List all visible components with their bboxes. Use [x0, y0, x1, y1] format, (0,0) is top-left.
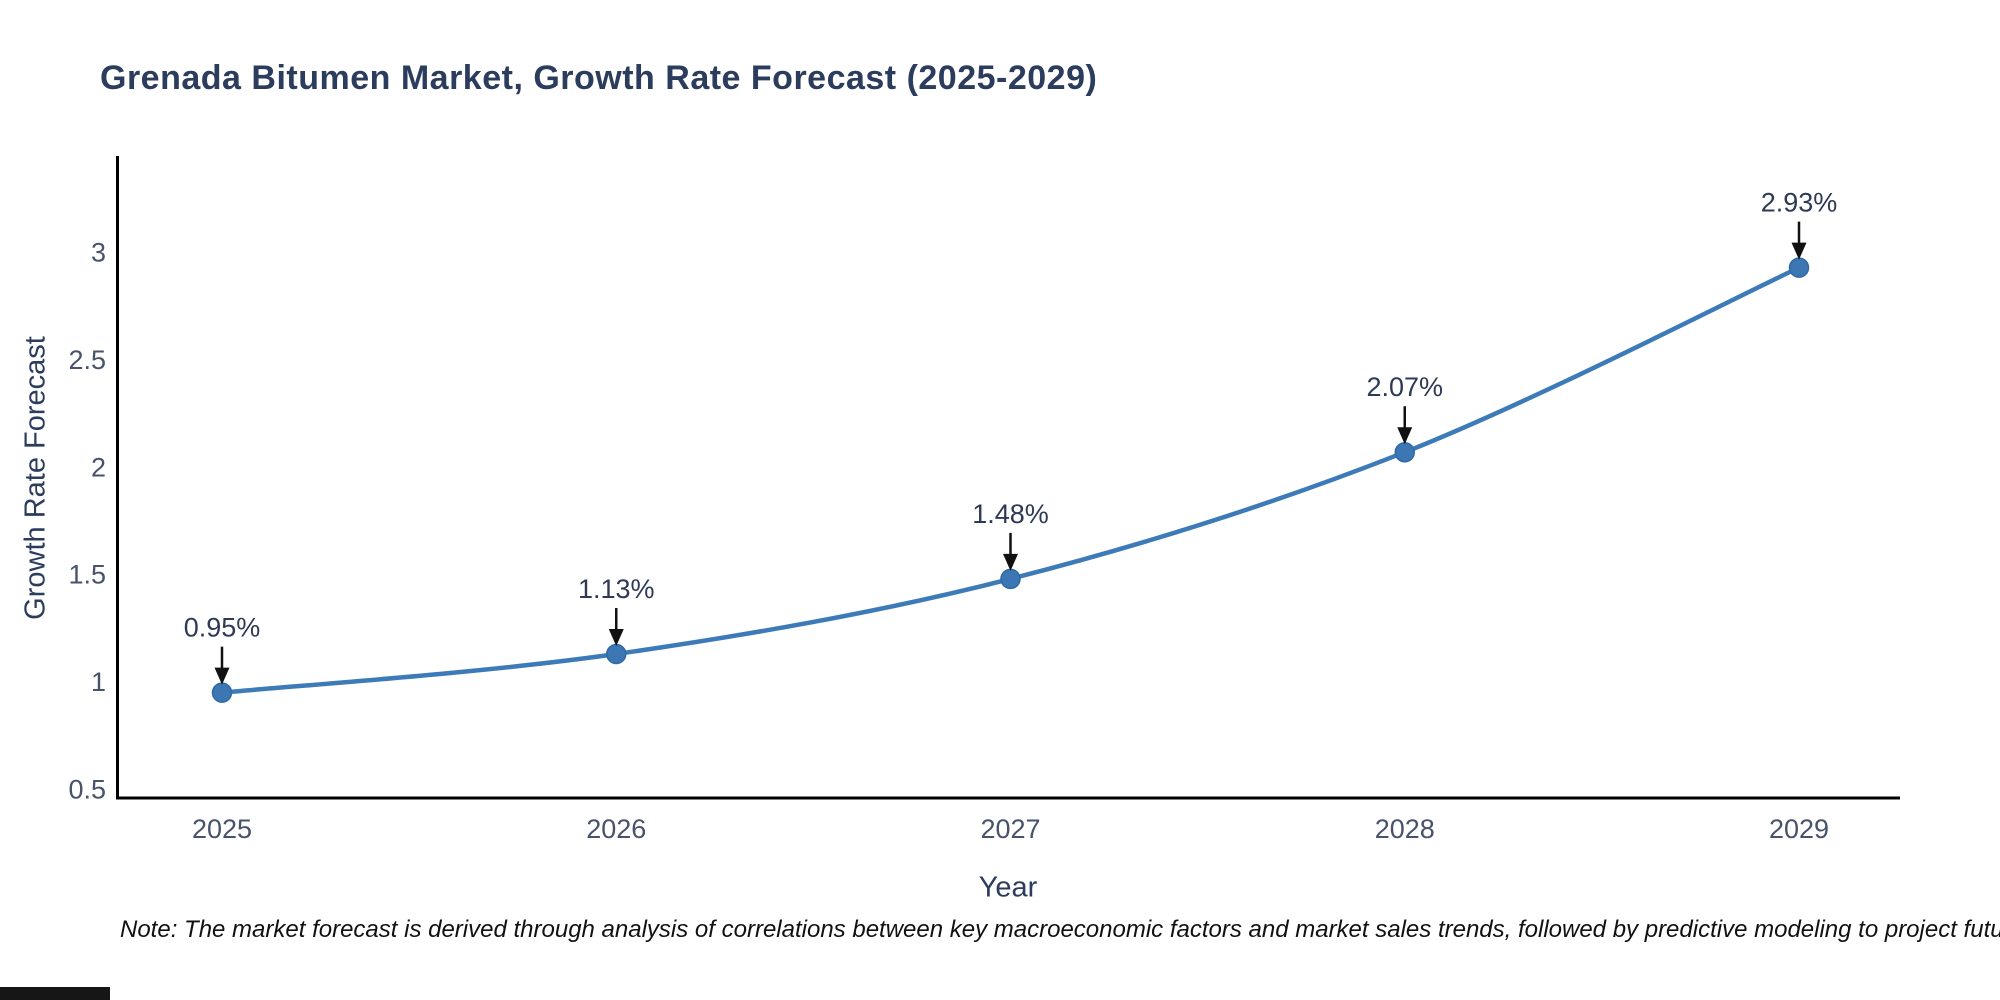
chart-title: Grenada Bitumen Market, Growth Rate Fore…	[100, 58, 1098, 97]
data-point-marker[interactable]	[606, 643, 627, 665]
series-line	[219, 265, 1802, 695]
footnote: Note: The market forecast is derived thr…	[120, 916, 2000, 943]
data-point-marker[interactable]	[1788, 257, 1810, 278]
bottom-left-strip	[0, 987, 110, 1000]
x-tick-label: 2025	[192, 814, 252, 844]
y-tick-label: 2	[91, 452, 106, 482]
annotation-arrow-head	[608, 629, 624, 647]
y-tick-label: 1.5	[68, 560, 106, 590]
y-tick-label: 3	[91, 238, 106, 268]
data-point-label: 2.93%	[1761, 188, 1838, 218]
data-point-marker[interactable]	[1394, 441, 1415, 463]
x-tick-label: 2029	[1769, 814, 1829, 844]
x-tick-label: 2028	[1375, 814, 1435, 844]
data-point-marker[interactable]	[1000, 568, 1021, 590]
annotation-arrow-head	[1397, 427, 1413, 445]
data-point-label: 2.07%	[1366, 372, 1443, 402]
x-axis-title: Year	[978, 871, 1038, 904]
data-point-label: 1.13%	[578, 574, 655, 604]
annotation-arrow-head	[214, 667, 230, 685]
data-point-label: 0.95%	[184, 613, 261, 643]
y-tick-label: 2.5	[68, 345, 106, 375]
annotation-arrow-head	[1003, 553, 1018, 571]
data-point-marker[interactable]	[211, 682, 233, 703]
y-tick-label: 0.5	[68, 774, 106, 804]
x-tick-label: 2027	[980, 814, 1040, 844]
x-tick-label: 2026	[586, 814, 646, 844]
y-tick-label: 1	[91, 667, 106, 697]
data-point-label: 1.48%	[972, 499, 1049, 529]
annotation-arrow-head	[1791, 242, 1807, 260]
